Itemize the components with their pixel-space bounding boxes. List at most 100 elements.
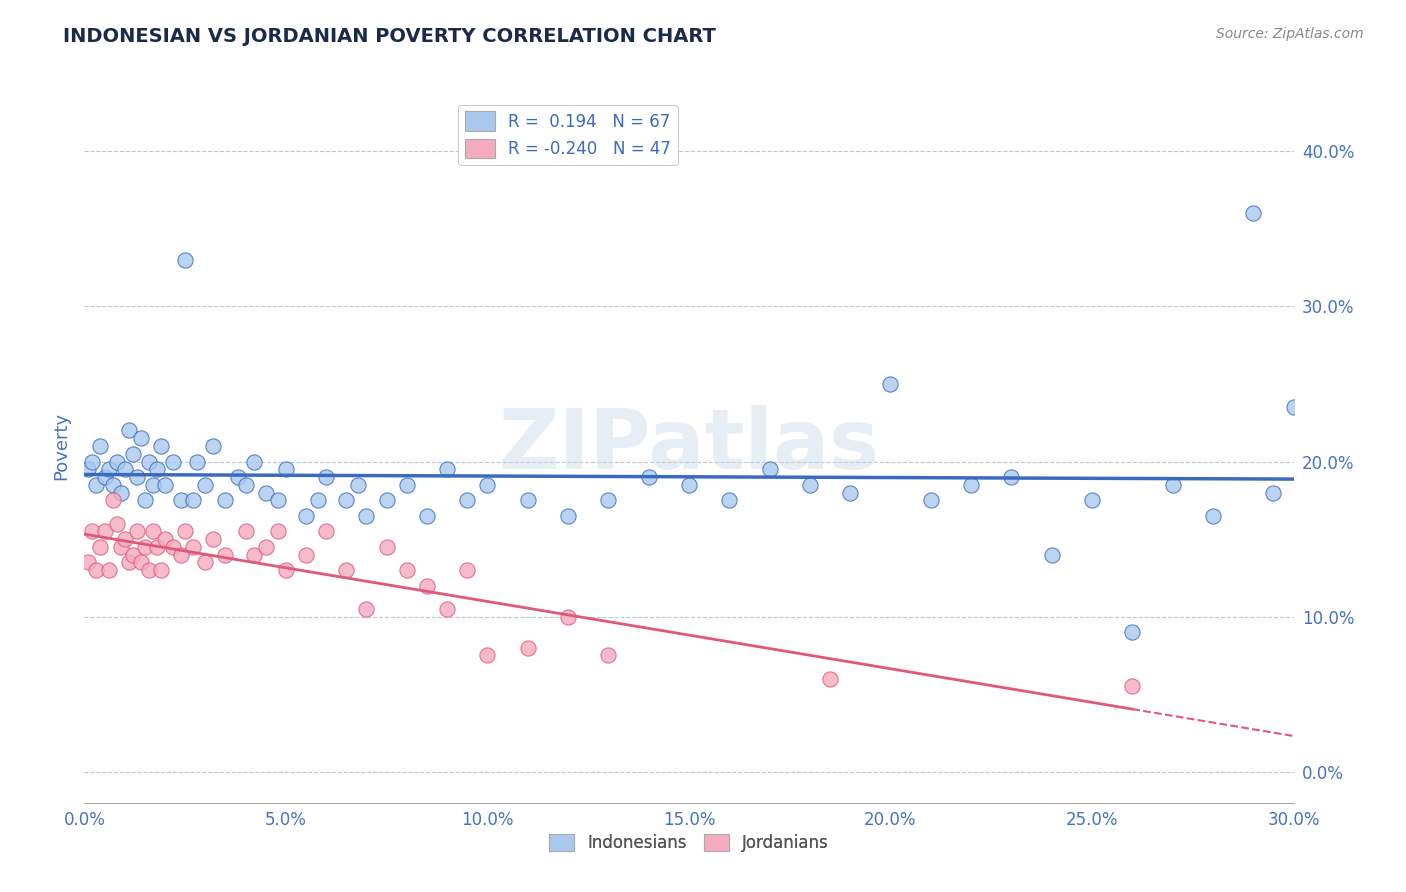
Point (105, 454, 128, 468)
Point (97, 462, 120, 476)
Point (637, 470, 659, 484)
Point (174, 524, 197, 539)
Point (1282, 401, 1305, 415)
Point (456, 493, 478, 508)
Point (235, 477, 257, 491)
Point (97, 563, 120, 577)
Point (89, 540, 111, 554)
Point (1040, 548, 1063, 562)
Point (516, 640, 538, 655)
Point (235, 524, 257, 539)
Point (799, 477, 821, 491)
Point (315, 470, 337, 484)
Point (121, 548, 143, 562)
Point (162, 540, 184, 554)
Point (142, 524, 165, 539)
Point (436, 462, 458, 476)
Point (86, 477, 108, 491)
Point (456, 563, 478, 577)
Point (101, 493, 124, 508)
Point (114, 462, 136, 476)
Point (347, 477, 370, 491)
Point (242, 548, 264, 562)
Point (375, 493, 398, 508)
Point (153, 477, 176, 491)
Point (118, 555, 141, 569)
Point (516, 493, 538, 508)
Point (242, 454, 264, 468)
Point (149, 563, 172, 577)
Point (395, 477, 418, 491)
Point (1202, 508, 1225, 523)
Point (110, 540, 132, 554)
Point (181, 540, 204, 554)
Point (125, 470, 148, 484)
Point (718, 493, 741, 508)
Point (134, 493, 156, 508)
Point (202, 439, 225, 453)
Point (1241, 206, 1264, 220)
Point (93, 470, 115, 484)
Point (134, 540, 156, 554)
Point (274, 563, 297, 577)
Point (77, 462, 100, 476)
Point (86, 563, 108, 577)
Point (110, 485, 132, 500)
Point (186, 454, 208, 468)
Point (356, 508, 378, 523)
Point (138, 454, 160, 468)
Point (477, 477, 499, 491)
Point (267, 524, 290, 539)
Point (226, 470, 249, 484)
Point (335, 493, 357, 508)
Point (214, 493, 236, 508)
Point (315, 524, 337, 539)
Point (1121, 680, 1143, 694)
Point (1000, 470, 1022, 484)
Point (267, 493, 290, 508)
Point (202, 532, 225, 546)
Point (121, 447, 143, 461)
Point (142, 477, 165, 491)
Y-axis label: Poverty: Poverty (52, 412, 70, 480)
Point (125, 524, 148, 539)
Point (1263, 485, 1285, 500)
Point (114, 532, 136, 546)
Point (839, 485, 862, 500)
Legend: Indonesians, Jordanians: Indonesians, Jordanians (543, 827, 835, 859)
Text: INDONESIAN VS JORDANIAN POVERTY CORRELATION CHART: INDONESIAN VS JORDANIAN POVERTY CORRELAT… (63, 27, 716, 45)
Text: Source: ZipAtlas.com: Source: ZipAtlas.com (1216, 27, 1364, 41)
Point (194, 555, 217, 569)
Point (920, 493, 942, 508)
Point (598, 648, 620, 663)
Point (818, 672, 841, 686)
Point (879, 376, 901, 391)
Point (557, 508, 579, 523)
Point (758, 462, 780, 476)
Point (89, 439, 111, 453)
Point (181, 493, 204, 508)
Point (174, 252, 197, 267)
Point (129, 431, 152, 445)
Point (101, 477, 124, 491)
Point (375, 540, 398, 554)
Point (170, 548, 193, 562)
Point (93, 524, 115, 539)
Point (307, 493, 329, 508)
Point (295, 548, 318, 562)
Point (395, 563, 418, 577)
Point (598, 493, 620, 508)
Point (82, 454, 104, 468)
Point (1081, 493, 1104, 508)
Point (214, 548, 236, 562)
Point (335, 563, 357, 577)
Point (254, 485, 277, 500)
Text: ZIPatlas: ZIPatlas (499, 406, 879, 486)
Point (149, 439, 172, 453)
Point (356, 602, 378, 616)
Point (194, 477, 217, 491)
Point (1161, 477, 1184, 491)
Point (477, 648, 499, 663)
Point (162, 454, 184, 468)
Point (960, 477, 983, 491)
